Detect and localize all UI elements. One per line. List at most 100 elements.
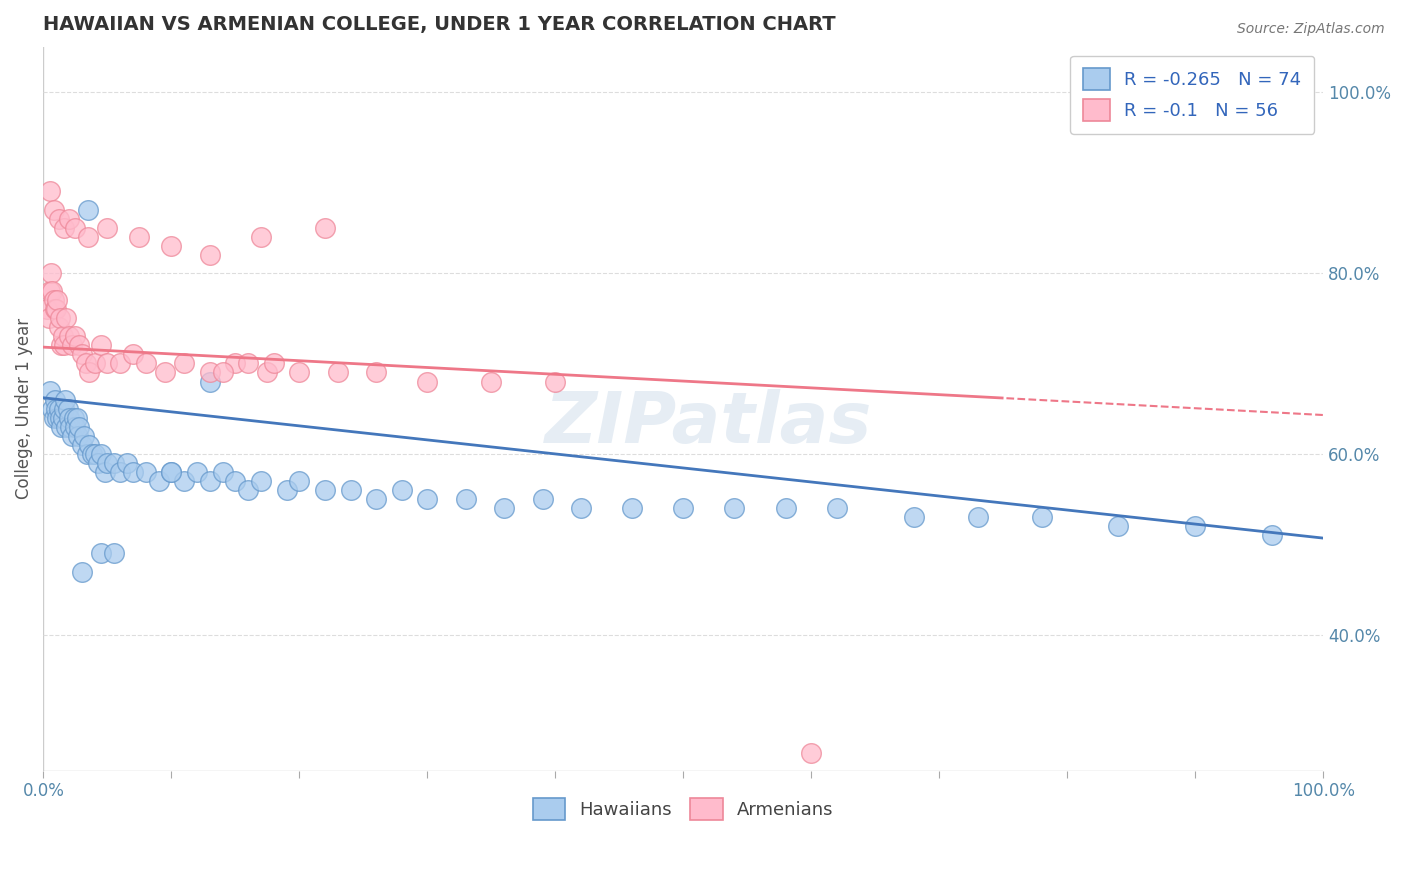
Point (494, 501, 516, 516)
Point (238, 483, 260, 497)
Point (38, 284, 60, 298)
Point (198, 375, 221, 389)
Point (70, 347, 93, 361)
Point (122, 347, 145, 361)
Point (1184, 519, 1206, 533)
Point (416, 375, 439, 389)
Point (55, 419, 77, 434)
Point (52, 401, 75, 416)
Point (90, 338, 112, 352)
Point (51, 419, 73, 434)
Point (569, 501, 592, 516)
Point (391, 483, 413, 497)
Point (122, 465, 145, 479)
Point (198, 366, 221, 380)
Point (56, 401, 79, 416)
Point (63, 410, 86, 425)
Point (41, 401, 63, 416)
Point (135, 356, 157, 370)
Y-axis label: College, Under 1 year: College, Under 1 year (15, 318, 32, 500)
Point (77, 202, 100, 217)
Point (531, 492, 554, 507)
Point (65, 419, 87, 434)
Point (103, 546, 125, 560)
Point (238, 356, 260, 370)
Point (80, 447, 103, 461)
Point (48, 401, 70, 416)
Point (66, 410, 89, 425)
Point (58, 410, 80, 425)
Point (825, 501, 848, 516)
Text: HAWAIIAN VS ARMENIAN COLLEGE, UNDER 1 YEAR CORRELATION CHART: HAWAIIAN VS ARMENIAN COLLEGE, UNDER 1 YE… (44, 15, 837, 34)
Point (903, 510, 925, 524)
Point (108, 356, 131, 370)
Point (52, 410, 75, 425)
Point (49, 311, 72, 326)
Point (90, 447, 112, 461)
Point (366, 366, 388, 380)
Point (42, 293, 65, 307)
Point (135, 465, 157, 479)
Point (96, 356, 118, 370)
Point (198, 474, 221, 488)
Point (250, 229, 273, 244)
Point (966, 510, 988, 524)
Point (128, 229, 150, 244)
Point (96, 220, 118, 235)
Point (75, 356, 97, 370)
Point (115, 456, 138, 470)
Point (38, 311, 60, 326)
Point (160, 239, 183, 253)
Point (160, 465, 183, 479)
Point (454, 492, 477, 507)
Point (326, 366, 349, 380)
Point (108, 465, 131, 479)
Text: Source: ZipAtlas.com: Source: ZipAtlas.com (1237, 22, 1385, 37)
Point (48, 320, 70, 334)
Point (723, 501, 745, 516)
Point (153, 366, 176, 380)
Point (42, 202, 65, 217)
Point (73, 429, 96, 443)
Point (49, 410, 72, 425)
Point (339, 483, 361, 497)
Point (211, 465, 233, 479)
Point (83, 356, 105, 370)
Point (38, 185, 60, 199)
Point (276, 483, 298, 497)
Point (59, 419, 82, 434)
Text: ZIPatlas: ZIPatlas (546, 389, 873, 458)
Point (148, 474, 170, 488)
Point (288, 474, 311, 488)
Point (198, 248, 221, 262)
Point (1261, 528, 1284, 542)
Point (224, 474, 246, 488)
Point (76, 447, 98, 461)
Point (263, 356, 285, 370)
Point (79, 438, 101, 452)
Point (211, 366, 233, 380)
Point (800, 746, 823, 760)
Point (250, 474, 273, 488)
Point (314, 483, 336, 497)
Point (366, 492, 388, 507)
Point (58, 211, 80, 226)
Point (52, 338, 75, 352)
Point (186, 465, 208, 479)
Point (79, 366, 101, 380)
Point (544, 375, 567, 389)
Point (672, 501, 695, 516)
Point (44, 302, 66, 317)
Point (60, 429, 83, 443)
Point (55, 311, 77, 326)
Point (621, 501, 644, 516)
Point (256, 366, 278, 380)
Point (103, 456, 125, 470)
Point (94, 465, 117, 479)
Point (314, 220, 336, 235)
Point (41, 284, 63, 298)
Point (42, 410, 65, 425)
Point (77, 229, 100, 244)
Point (775, 501, 797, 516)
Legend: Hawaiians, Armenians: Hawaiians, Armenians (526, 790, 841, 827)
